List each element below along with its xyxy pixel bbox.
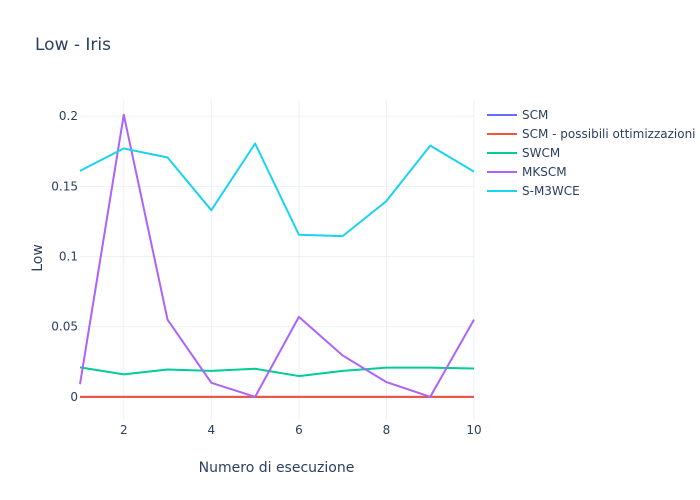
y-axis-title: Low [30, 244, 46, 272]
legend: SCM SCM - possibili ottimizzazioni SWCM MKS… [487, 108, 696, 198]
legend-label: MKSCM [522, 165, 567, 179]
grid [80, 100, 475, 420]
series-line-2 [79, 366, 475, 378]
legend-label: SCM [522, 108, 548, 122]
legend-item[interactable]: SCM [487, 108, 548, 122]
y-tick-label: 0 [70, 390, 78, 404]
legend-item[interactable]: MKSCM [487, 165, 567, 179]
legend-label: S-M3WCE [522, 184, 580, 198]
series-line-3 [79, 113, 475, 398]
x-tick-label: 4 [208, 423, 216, 437]
x-tick-label: 2 [120, 423, 128, 437]
y-axis-ticks: 0 0.05 0.1 0.15 0.2 [51, 109, 78, 404]
y-tick-label: 0.05 [51, 320, 78, 334]
x-axis-title: Numero di esecuzione [199, 460, 355, 476]
series-lines [79, 113, 475, 398]
legend-label: SWCM [522, 146, 560, 160]
y-tick-label: 0.2 [59, 109, 78, 123]
legend-item[interactable]: S-M3WCE [487, 184, 580, 198]
legend-label: SCM - possibili ottimizzazioni [522, 127, 696, 141]
y-tick-label: 0.15 [51, 179, 78, 193]
legend-item[interactable]: SWCM [487, 146, 560, 160]
x-axis-ticks: 2 4 6 8 10 [120, 423, 482, 437]
series-line-4 [79, 142, 475, 238]
y-tick-label: 0.1 [59, 249, 78, 263]
legend-item[interactable]: SCM - possibili ottimizzazioni [487, 127, 696, 141]
x-tick-label: 8 [383, 423, 391, 437]
x-tick-label: 10 [466, 423, 481, 437]
chart-title: Low - Iris [35, 35, 111, 55]
x-tick-label: 6 [295, 423, 303, 437]
